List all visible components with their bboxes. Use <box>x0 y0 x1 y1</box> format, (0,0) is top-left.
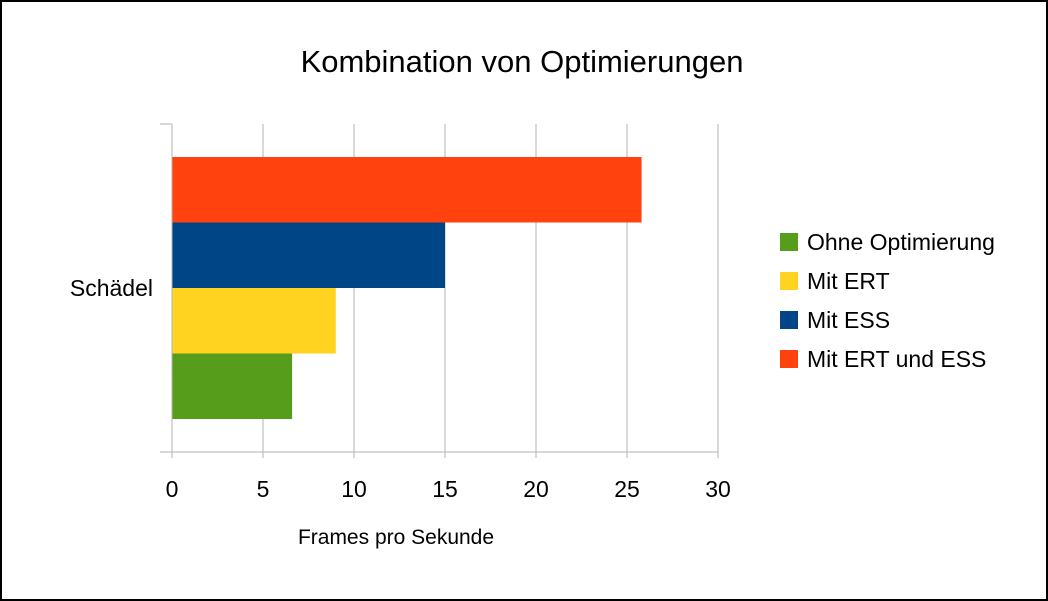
bars <box>172 157 642 419</box>
x-tick-label: 10 <box>341 476 367 502</box>
legend-label: Mit ERT <box>807 268 890 294</box>
legend-swatch <box>780 350 798 368</box>
axes <box>160 123 719 458</box>
x-tick-label: 5 <box>257 476 270 502</box>
x-tick-label: 25 <box>614 476 640 502</box>
legend: Ohne Optimierung Mit ERT Mit ESS Mit ERT un… <box>780 229 995 372</box>
chart-title: Kombination von Optimierungen <box>301 44 744 79</box>
category-label: Schädel <box>70 275 153 301</box>
x-axis-label: Frames pro Sekunde <box>298 526 494 549</box>
bar-mit-ess <box>172 222 445 288</box>
category-labels: Schädel <box>70 275 153 301</box>
legend-label: Mit ERT und ESS <box>807 346 986 372</box>
x-tick-label: 0 <box>166 476 179 502</box>
bar-mit-ert-und-ess <box>172 157 642 223</box>
x-tick-label: 30 <box>705 476 731 502</box>
legend-label: Mit ESS <box>807 307 890 333</box>
x-tick-label: 20 <box>523 476 549 502</box>
legend-swatch <box>780 233 798 251</box>
legend-swatch <box>780 311 798 329</box>
x-tick-label: 15 <box>432 476 458 502</box>
x-tick-labels: 0 5 10 15 20 25 30 <box>166 476 731 502</box>
bar-mit-ert <box>172 288 336 354</box>
legend-swatch <box>780 272 798 290</box>
legend-label: Ohne Optimierung <box>807 229 995 255</box>
bar-ohne-optimierung <box>172 353 293 419</box>
